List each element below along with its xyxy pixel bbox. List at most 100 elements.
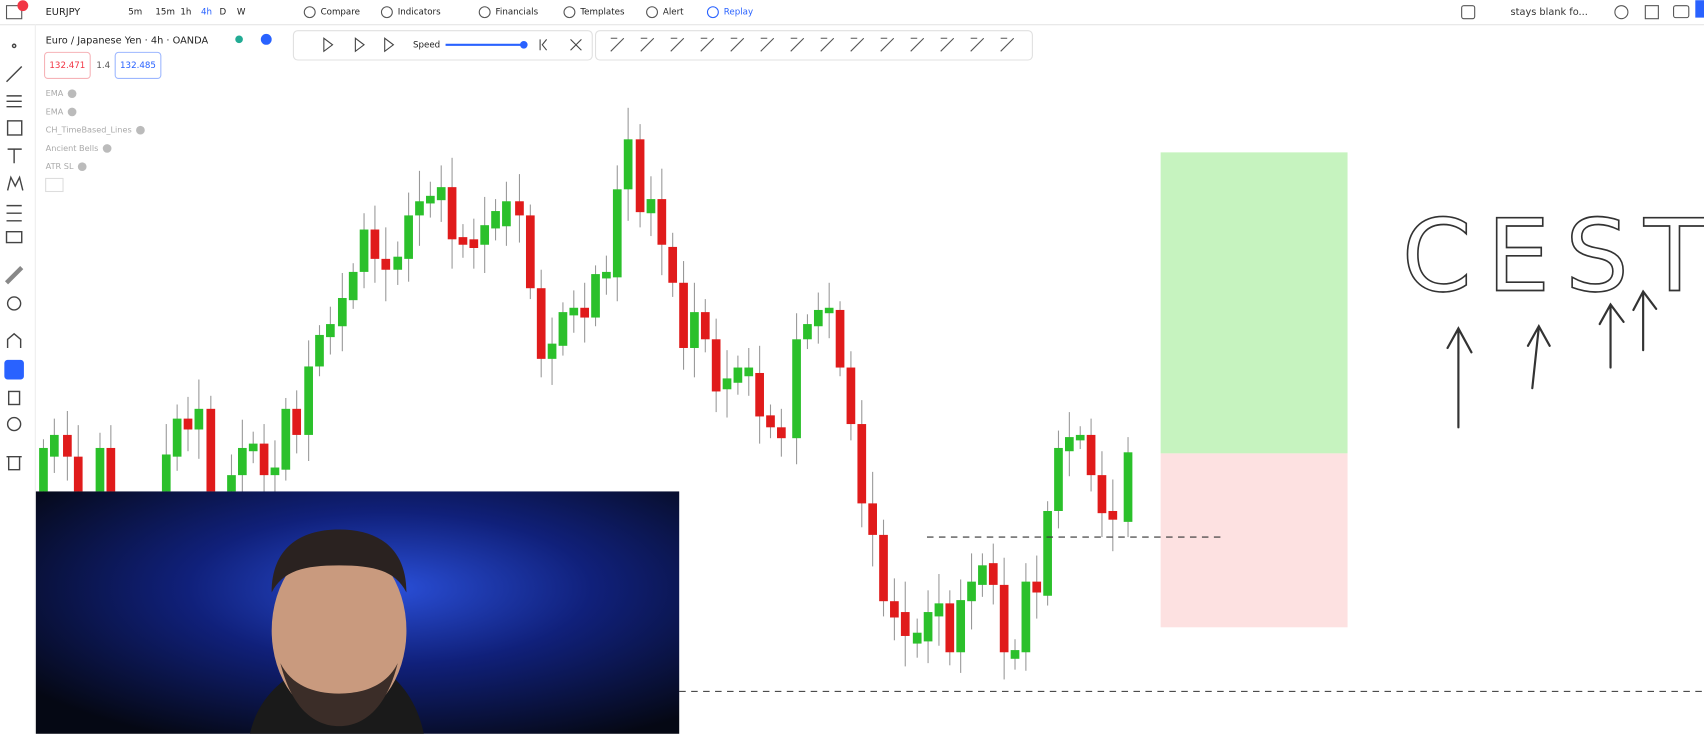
draw-tool-icon[interactable] [640,37,655,52]
buy-price[interactable]: 132.485 [120,61,156,71]
interval[interactable]: W [237,8,246,18]
draw-tool-icon[interactable] [790,37,805,52]
draw-tool-icon[interactable] [970,37,985,52]
tool-icon[interactable] [6,416,22,432]
candle-body [491,211,500,229]
interval[interactable]: 4h [201,8,212,18]
buy-button[interactable] [114,51,162,80]
draw-tool-icon[interactable] [820,37,835,52]
interval[interactable]: 1h [180,8,191,18]
sell-button[interactable] [44,51,91,80]
candle-body [415,201,424,216]
collapse-button[interactable] [45,177,64,193]
toolbar-button[interactable]: Alert [663,8,684,18]
candle-body [591,274,600,318]
target-zone [1160,152,1348,454]
candles [39,107,1133,680]
candle-body [326,324,335,338]
button-icon[interactable] [706,6,719,19]
layout-name[interactable]: stays blank fo... [1511,7,1588,18]
toolbar-button[interactable]: Indicators [398,8,441,18]
candle-body [281,408,291,470]
indicator-list: EMA EMA CH_TimeBased_Lines Ancient Bells ATR… [46,88,145,171]
draw-tool-icon[interactable] [880,37,895,52]
candle-body [95,447,105,492]
sell-price[interactable]: 132.471 [49,61,85,71]
draw-tool-icon[interactable] [910,37,925,52]
webcam-hair [271,529,407,593]
tool-icon[interactable] [6,175,24,191]
visibility-icon[interactable] [77,162,87,172]
tool-icon[interactable] [5,230,23,244]
visibility-icon[interactable] [67,89,77,99]
candle-body [315,334,324,367]
candle-body [292,408,302,435]
visibility-icon[interactable] [67,107,77,117]
button-icon[interactable] [646,6,659,19]
spread: 1.4 [96,61,110,71]
draw-tool-icon[interactable] [670,37,685,52]
tool-icon[interactable] [6,332,22,348]
icon[interactable] [1461,5,1476,20]
candle-body [890,601,899,618]
replay-icons[interactable] [539,38,582,51]
handwritten-note: CEST [1402,198,1704,315]
tool-icon[interactable] [4,266,24,285]
candle-body [879,534,888,602]
tool-icon[interactable] [6,204,22,222]
candle-body [923,612,933,642]
symbol[interactable]: EURJPY [46,7,81,18]
toolbar-button[interactable]: Compare [321,8,360,18]
candle-body [502,201,511,227]
candle-body [480,225,490,245]
candle-body [912,632,922,644]
tool-icon[interactable] [11,43,17,49]
indicator-label: Ancient Bells [46,143,99,153]
draw-tool-icon[interactable] [850,37,865,52]
candle-body [657,199,667,245]
button-icon[interactable] [563,6,576,19]
draw-tool-icon[interactable] [610,37,625,52]
toolbar-button[interactable]: Replay [724,8,753,18]
visibility-icon[interactable] [136,125,145,135]
draw-tool-icon[interactable] [760,37,775,52]
visibility-icon[interactable] [102,144,112,153]
speed-thumb[interactable] [520,40,528,49]
button-icon[interactable] [478,6,491,19]
draw-tool-icon[interactable] [940,37,955,52]
draw-tool-icon[interactable] [700,37,715,52]
draw-tool-icon[interactable] [730,37,745,52]
candle-body [304,366,313,435]
camera-icon[interactable] [1673,5,1690,19]
menu-icon[interactable] [5,5,23,20]
candle-body [404,215,413,259]
button-icon[interactable] [380,6,393,19]
tool-icon-active[interactable] [4,359,24,380]
candle-body [270,467,280,476]
tool-icon[interactable] [7,148,22,164]
candle-body [469,239,479,249]
interval[interactable]: D [220,8,227,18]
tool-icon[interactable] [6,95,22,108]
candle-body [436,187,446,201]
toolbar-button[interactable]: Financials [496,8,539,18]
candle-body [172,418,182,457]
tool-icon[interactable] [6,455,22,471]
fullscreen-icon[interactable] [1644,5,1659,20]
publish-button[interactable] [1695,0,1704,18]
candle-body [370,229,380,259]
candle-body [612,189,622,278]
interval[interactable]: 5m [128,8,142,18]
replay-controls[interactable] [323,37,395,53]
settings-icon[interactable] [1614,5,1629,20]
tool-icon[interactable] [6,120,23,136]
toolbar-button[interactable]: Templates [579,8,625,18]
candle-body [1021,581,1031,653]
button-icon[interactable] [303,6,316,19]
interval[interactable]: 15m [155,8,175,18]
draw-tool-icon[interactable] [1000,37,1015,52]
tool-icon[interactable] [6,296,22,311]
tool-icon[interactable] [6,66,23,83]
tool-icon[interactable] [7,390,21,406]
